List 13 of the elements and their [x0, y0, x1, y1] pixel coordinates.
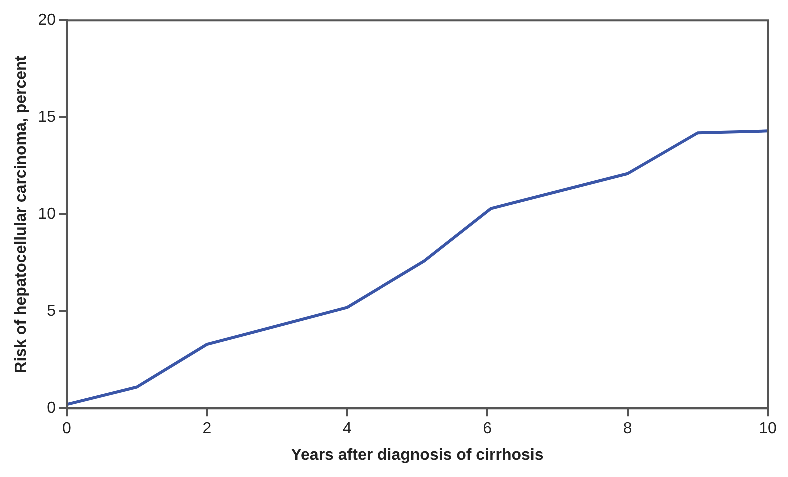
- x-tick-label: 8: [623, 420, 632, 438]
- y-tick-label: 0: [47, 400, 56, 418]
- y-tick-label: 15: [38, 109, 56, 126]
- y-tick-label: 5: [47, 303, 56, 320]
- y-tick-label: 20: [38, 12, 56, 30]
- x-axis-title: Years after diagnosis of cirrhosis: [291, 446, 544, 464]
- x-tick-label: 6: [483, 420, 492, 438]
- y-axis-title: Risk of hepatocellular carcinoma, percent: [13, 55, 30, 374]
- y-tick-label: 10: [38, 206, 56, 224]
- x-tick-label: 10: [759, 420, 777, 438]
- x-tick-label: 2: [202, 420, 212, 438]
- x-tick-label: 0: [62, 420, 72, 438]
- x-tick-label: 4: [342, 420, 352, 438]
